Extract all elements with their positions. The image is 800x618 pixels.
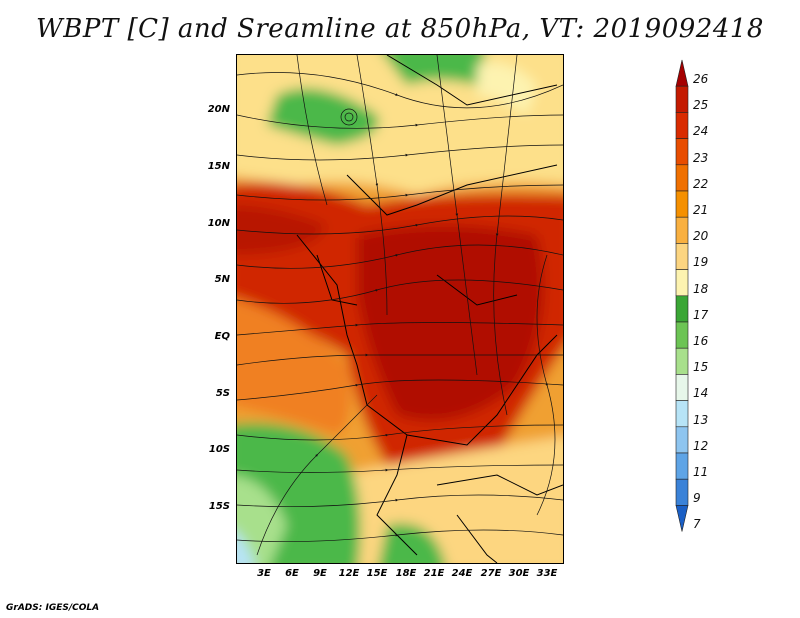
colorbar-swatch bbox=[675, 138, 689, 166]
colorbar-label: 14 bbox=[693, 386, 709, 401]
lon-label-30e: 30E bbox=[508, 568, 530, 579]
colorbar-label: 23 bbox=[693, 150, 709, 165]
colorbar-swatch bbox=[675, 85, 689, 113]
colorbar-swatch bbox=[675, 374, 689, 401]
colorbar-swatch bbox=[675, 243, 689, 270]
colorbar-label: 13 bbox=[693, 412, 709, 427]
colorbar-label: 22 bbox=[693, 176, 709, 191]
lon-label-15e: 15E bbox=[366, 568, 388, 579]
lat-label-10n: 10N bbox=[207, 218, 230, 229]
colorbar-swatch bbox=[675, 505, 689, 532]
colorbar-label: 21 bbox=[693, 203, 709, 217]
colorbar-label: 16 bbox=[693, 334, 709, 348]
lon-label-33e: 33E bbox=[536, 568, 558, 579]
colorbar-label: 12 bbox=[693, 438, 709, 453]
colorbar-swatch bbox=[675, 452, 689, 480]
colorbar-swatch bbox=[675, 400, 689, 428]
lat-label-15s: 15S bbox=[208, 501, 230, 512]
lat-label-5s: 5S bbox=[215, 388, 230, 399]
colorbar-swatch bbox=[675, 347, 689, 375]
colorbar-label: 17 bbox=[693, 307, 709, 322]
lat-label-5n: 5N bbox=[214, 274, 230, 285]
colorbar-label: 26 bbox=[693, 72, 709, 86]
figure-title: WBPT [C] and Sreamline at 850hPa, VT: 20… bbox=[36, 14, 764, 44]
colorbar-label: 20 bbox=[693, 229, 709, 244]
colorbar-label: 18 bbox=[693, 281, 709, 296]
grads-credit: GrADS: IGES/COLA bbox=[6, 603, 100, 613]
lat-label-10s: 10S bbox=[208, 444, 230, 455]
colorbar-label: 24 bbox=[693, 124, 709, 139]
colorbar-label: 15 bbox=[693, 360, 709, 375]
lon-label-12e: 12E bbox=[338, 568, 360, 579]
lon-label-6e: 6E bbox=[285, 568, 299, 579]
temperature-field bbox=[237, 55, 563, 563]
lon-label-27e: 27E bbox=[480, 568, 502, 579]
colorbar-swatch bbox=[675, 190, 689, 218]
colorbar-swatch bbox=[675, 269, 689, 297]
lon-label-18e: 18E bbox=[395, 568, 417, 579]
lat-label-15n: 15N bbox=[207, 161, 230, 172]
streamlines bbox=[237, 55, 563, 556]
colorbar bbox=[675, 59, 689, 532]
lon-label-21e: 21E bbox=[423, 568, 445, 579]
colorbar-swatch bbox=[675, 164, 689, 192]
map-panel bbox=[236, 54, 564, 564]
colorbar-label: 19 bbox=[693, 255, 709, 270]
colorbar-label: 25 bbox=[693, 98, 709, 113]
lat-label-20n: 20N bbox=[207, 104, 230, 115]
colorbar-swatch bbox=[675, 426, 689, 454]
colorbar-swatch bbox=[675, 295, 689, 323]
colorbar-label: 11 bbox=[693, 465, 709, 479]
lat-label-eq: EQ bbox=[214, 331, 230, 342]
colorbar-swatch bbox=[675, 478, 689, 506]
colorbar-swatch bbox=[675, 216, 689, 244]
colorbar-swatch bbox=[675, 321, 689, 349]
wbpt-map bbox=[237, 55, 563, 563]
lon-label-3e: 3E bbox=[257, 568, 271, 579]
colorbar-label: 7 bbox=[693, 517, 701, 532]
lon-label-9e: 9E bbox=[313, 568, 327, 579]
lon-label-24e: 24E bbox=[451, 568, 473, 579]
colorbar-label: 9 bbox=[693, 491, 701, 506]
colorbar-swatch bbox=[675, 59, 689, 87]
colorbar-swatch bbox=[675, 112, 689, 139]
